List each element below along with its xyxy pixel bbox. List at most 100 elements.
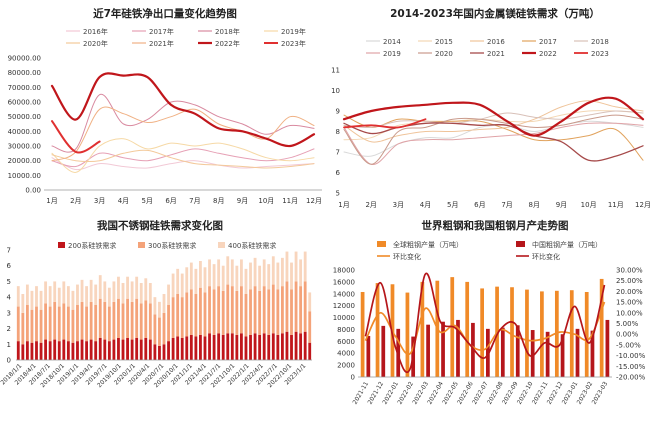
chart2-legend-label-6: 2020 <box>435 50 453 58</box>
chart3-bar-2-59 <box>285 251 289 282</box>
chart2-legend-label-3: 2017 <box>539 38 557 46</box>
chart3-ytick-3: 3 <box>7 309 11 317</box>
chart3-ytick-5: 5 <box>7 278 11 286</box>
chart2-series-1 <box>343 110 644 141</box>
chart4-bar-0-13 <box>554 290 559 377</box>
chart2-legend-label-2: 2016 <box>487 38 505 46</box>
chart3-bar-0-13 <box>76 341 79 360</box>
chart4-ytick-0: 0 <box>351 374 355 382</box>
chart3-bar-1-15 <box>85 306 88 342</box>
chart3-bar-2-23 <box>121 283 125 304</box>
chart4-bar-1-11 <box>530 330 535 377</box>
chart2-xtick-4: 5月 <box>447 201 458 209</box>
chart1-legend-label-1: 2017年 <box>149 27 174 36</box>
chart3-bar-1-20 <box>107 306 111 342</box>
chart3-bar-1-59 <box>285 281 289 332</box>
chart3-bar-1-28 <box>144 300 148 338</box>
chart3-bar-2-50 <box>244 268 248 294</box>
chart4-line-3 <box>364 272 606 374</box>
chart3-bar-0-28 <box>144 338 148 360</box>
chart4-bar-0-7 <box>465 281 470 377</box>
chart3-bar-1-42 <box>208 286 211 334</box>
chart3-bar-2-8 <box>53 281 57 302</box>
chart4-bar-1-4 <box>426 324 430 377</box>
chart3-bar-2-5 <box>39 290 43 310</box>
chart3-ytick-0: 0 <box>7 357 11 365</box>
chart3-bar-1-1 <box>21 312 25 345</box>
chart4-legend-label-1: 中国粗钢产量（万吨） <box>532 240 602 249</box>
chart1-series-4 <box>51 149 315 169</box>
chart2-legend-label-7: 2021 <box>487 50 505 58</box>
chart3-bar-2-4 <box>35 286 38 307</box>
chart-crude-steel-output: 世界粗钢和我国粗钢月产走势图 全球粗钢产量（万吨） 中国粗钢产量（万吨） 环比变化 环… <box>333 219 646 406</box>
chart4-ytick-9: 18000 <box>333 267 355 275</box>
chart1-series-6 <box>50 72 316 148</box>
chart3-bar-0-37 <box>185 336 189 360</box>
chart3-bar-2-12 <box>71 290 75 310</box>
chart3-bar-1-51 <box>249 289 252 335</box>
chart3-bar-0-16 <box>89 339 93 360</box>
chart3-bar-0-55 <box>267 334 271 360</box>
chart4-y2tick-1: -15.00% <box>616 363 646 371</box>
chart3-bar-2-40 <box>199 261 202 288</box>
chart1-legend-label-2: 2018年 <box>215 27 240 36</box>
chart1-title: 近7年硅铁净出口量变化趋势图 <box>93 7 237 20</box>
chart3-bar-0-62 <box>299 333 303 360</box>
chart4-bar-0-1 <box>375 283 380 377</box>
chart1-xtick-4: 5月 <box>142 197 153 205</box>
chart3-bar-0-17 <box>94 341 98 360</box>
chart2-legend-label-8: 2022 <box>539 50 557 58</box>
chart3-ytick-7: 7 <box>7 247 11 255</box>
chart3-bar-2-22 <box>117 276 120 299</box>
chart3-bar-0-56 <box>271 333 275 360</box>
chart3-bar-1-40 <box>199 287 202 335</box>
chart2-title: 2014-2023年国内金属镁硅铁需求（万吨） <box>390 7 600 20</box>
chart3-bar-2-60 <box>290 262 293 290</box>
chart3-bar-1-17 <box>94 305 98 342</box>
chart2-xtick-0: 1月 <box>338 201 349 209</box>
chart3-bar-0-9 <box>57 341 61 360</box>
chart4-bar-0-3 <box>405 292 410 377</box>
chart3-bar-0-8 <box>53 339 57 360</box>
chart1-ytick-6: 60000.00 <box>8 99 41 107</box>
chart3-bar-2-27 <box>139 283 143 304</box>
chart3-bar-0-23 <box>121 339 125 360</box>
chart1-ytick-2: 20000.00 <box>8 157 41 165</box>
chart3-bar-0-60 <box>290 334 293 360</box>
chart3-bar-1-60 <box>290 289 293 335</box>
chart3-bar-1-61 <box>294 281 298 332</box>
chart3-bar-0-25 <box>130 339 134 360</box>
chart3-bar-2-0 <box>16 286 20 307</box>
chart3-bar-0-44 <box>217 333 221 360</box>
chart3-bar-2-41 <box>203 267 207 293</box>
chart1-series-1 <box>51 148 315 168</box>
chart4-bar-1-16 <box>605 319 610 377</box>
chart1-ytick-7: 70000.00 <box>8 84 41 92</box>
chart3-bar-2-32 <box>162 294 166 313</box>
chart3-bar-1-35 <box>176 294 180 337</box>
chart3-legend-label-0: 200系硅铁需求 <box>68 241 116 250</box>
chart4-y2tick-10: 30.00% <box>616 267 643 275</box>
chart1-legend-label-0: 2016年 <box>83 27 108 36</box>
chart3-bar-0-39 <box>194 336 198 360</box>
chart3-bar-2-29 <box>148 283 152 304</box>
chart2-ytick-4: 9 <box>336 108 340 116</box>
chart3-bar-0-14 <box>80 339 84 360</box>
chart1-ytick-1: 10000.00 <box>8 172 41 180</box>
chart2-ytick-2: 7 <box>336 149 340 157</box>
chart3-bar-1-12 <box>71 309 75 343</box>
chart3-bar-1-33 <box>167 305 170 342</box>
chart4-legend-swatch-0 <box>377 241 386 247</box>
chart4-legend-label-2: 环比变化 <box>393 252 421 261</box>
chart1-legend-label-6: 2022年 <box>215 39 240 48</box>
chart1-xtick-2: 3月 <box>94 197 105 205</box>
chart3-bar-0-12 <box>71 342 75 360</box>
chart1-series-2 <box>51 94 315 153</box>
chart3-bar-0-46 <box>226 333 230 360</box>
chart3-bar-0-6 <box>44 339 48 360</box>
chart2-xtick-2: 3月 <box>393 201 404 209</box>
chart3-bar-0-52 <box>253 333 257 360</box>
chart3-bar-0-26 <box>135 338 139 360</box>
chart3-bar-2-38 <box>189 262 193 290</box>
chart1-series-7 <box>51 120 101 154</box>
